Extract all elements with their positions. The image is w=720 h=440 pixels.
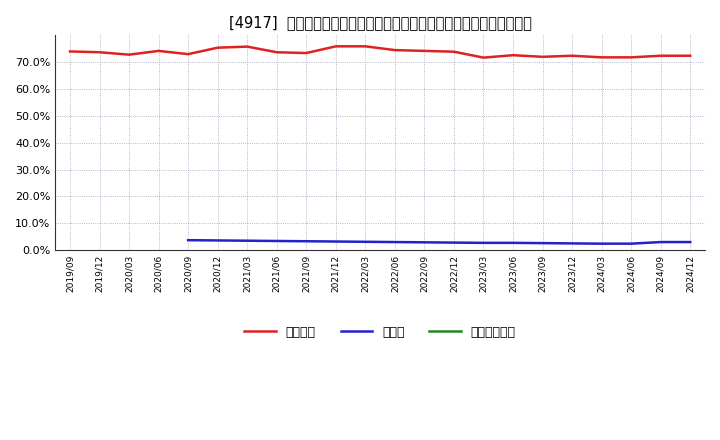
のれん <box>420 240 428 245</box>
Line: 自己資本: 自己資本 <box>70 46 690 58</box>
自己資本 <box>213 45 222 50</box>
自己資本 <box>509 52 518 58</box>
自己資本 <box>66 49 74 54</box>
Legend: 自己資本, のれん, 繰延税金資産: 自己資本, のれん, 繰延税金資産 <box>240 321 521 344</box>
のれん <box>390 239 399 245</box>
のれん <box>509 240 518 246</box>
自己資本 <box>125 52 133 57</box>
のれん <box>480 240 488 246</box>
のれん <box>213 238 222 243</box>
自己資本 <box>154 48 163 54</box>
自己資本 <box>598 55 606 60</box>
のれん <box>568 241 577 246</box>
自己資本 <box>420 48 428 54</box>
のれん <box>272 238 281 244</box>
自己資本 <box>95 50 104 55</box>
のれん <box>361 239 369 245</box>
自己資本 <box>361 44 369 49</box>
のれん <box>657 239 665 245</box>
のれん <box>686 239 695 245</box>
自己資本 <box>243 44 251 49</box>
自己資本 <box>627 55 636 60</box>
自己資本 <box>539 54 547 59</box>
のれん <box>598 241 606 246</box>
自己資本 <box>331 44 340 49</box>
のれん <box>184 238 192 243</box>
自己資本 <box>449 49 458 55</box>
のれん <box>331 239 340 244</box>
自己資本 <box>272 50 281 55</box>
自己資本 <box>390 48 399 53</box>
自己資本 <box>184 51 192 57</box>
自己資本 <box>657 53 665 59</box>
のれん <box>243 238 251 243</box>
自己資本 <box>302 51 310 56</box>
自己資本 <box>686 53 695 59</box>
Line: のれん: のれん <box>188 240 690 244</box>
のれん <box>302 238 310 244</box>
自己資本 <box>568 53 577 59</box>
Title: [4917]  自己資本、のれん、繰延税金資産の総資産に対する比率の推移: [4917] 自己資本、のれん、繰延税金資産の総資産に対する比率の推移 <box>229 15 531 30</box>
自己資本 <box>480 55 488 60</box>
のれん <box>539 241 547 246</box>
のれん <box>627 241 636 246</box>
のれん <box>449 240 458 245</box>
